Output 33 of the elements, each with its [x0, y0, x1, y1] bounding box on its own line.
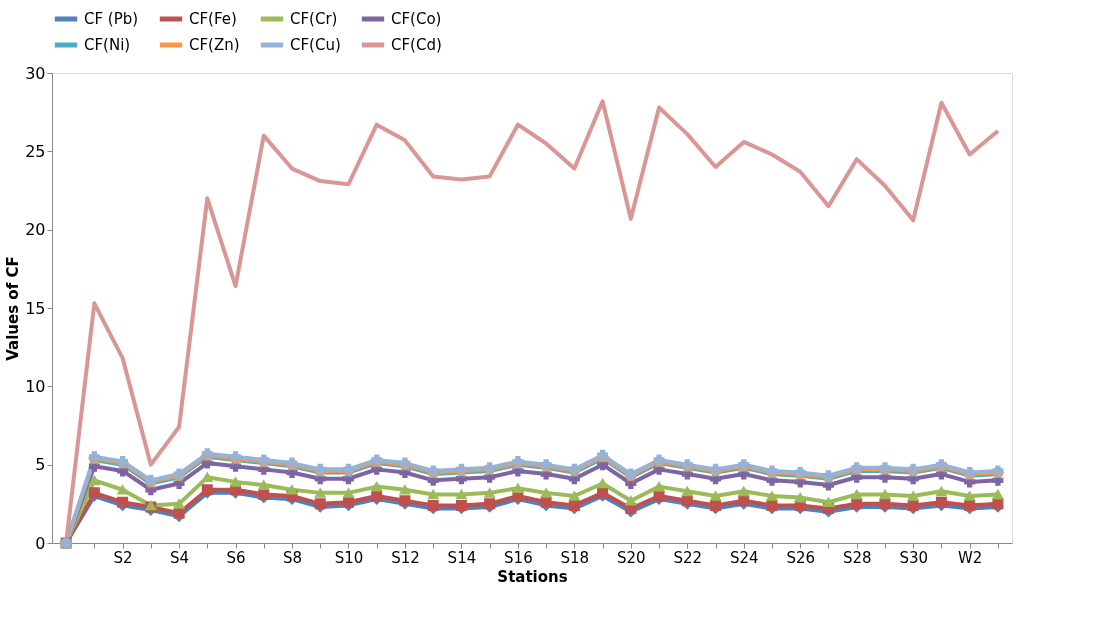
y-tick-label: 30 [25, 63, 46, 83]
y-tick-label: 20 [25, 220, 46, 240]
x-tick-label: S30 [899, 548, 928, 567]
legend-label: CF (Pb) [84, 10, 139, 28]
legend-label: CF(Cu) [290, 36, 341, 54]
legend-label: CF(Ni) [84, 36, 131, 54]
y-tick-label: 0 [35, 533, 46, 553]
legend-label: CF(Co) [391, 10, 442, 28]
y-tick-label: 15 [25, 298, 46, 318]
y-tick-label: 25 [25, 141, 46, 161]
x-tick-label: S22 [673, 548, 703, 567]
x-tick-label: S8 [282, 548, 303, 567]
x-tick-label: S26 [786, 548, 816, 567]
legend-label: CF(Cr) [290, 10, 338, 28]
legend-label: CF(Fe) [189, 10, 237, 28]
x-tick-label: S28 [842, 548, 872, 567]
legend-label: CF(Zn) [189, 36, 240, 54]
legend-label: CF(Cd) [391, 36, 442, 54]
y-tick-label: 5 [35, 455, 46, 475]
x-tick-label: S2 [113, 548, 133, 567]
y-axis-title: Values of CF [4, 256, 23, 361]
x-tick-label: S20 [617, 548, 646, 567]
x-tick-label: S10 [334, 548, 364, 567]
x-tick-label: S4 [170, 548, 190, 567]
x-tick-label: W2 [957, 548, 983, 567]
x-tick-label: S16 [504, 548, 533, 567]
x-tick-label: S14 [447, 548, 477, 567]
y-tick-label: 10 [25, 376, 46, 396]
x-tick-label: S24 [729, 548, 759, 567]
x-tick-label: S6 [226, 548, 246, 567]
x-axis-title: Stations [497, 567, 568, 586]
x-tick-label: S12 [391, 548, 420, 567]
x-tick-label: S18 [560, 548, 590, 567]
